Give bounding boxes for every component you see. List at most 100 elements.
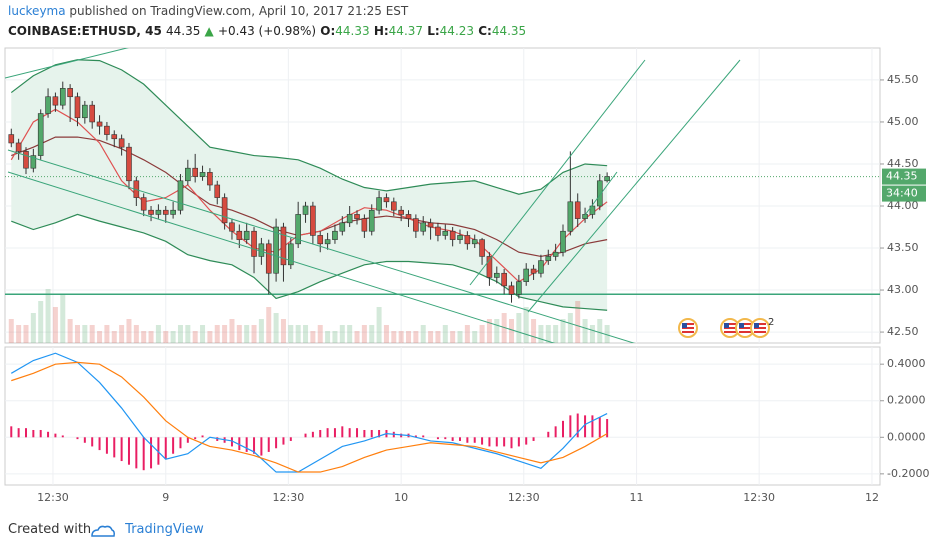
candle-body — [589, 205, 596, 215]
trendline[interactable] — [527, 59, 741, 313]
l-value: 44.23 — [439, 24, 475, 38]
flag[interactable] — [750, 318, 770, 338]
c-label: C: — [478, 24, 492, 38]
candle-body — [258, 243, 265, 257]
candle-body — [177, 180, 184, 211]
volume-bar — [23, 325, 29, 343]
symbol-line: COINBASE:ETHUSD, 45 44.35 ▲ +0.43 (+0.98… — [8, 24, 526, 38]
volume-bar — [16, 325, 22, 343]
volume-bar — [604, 325, 610, 343]
flag[interactable] — [735, 318, 755, 338]
trendline[interactable] — [7, 171, 560, 345]
volume-bar — [251, 325, 257, 343]
candle-body — [493, 272, 500, 278]
volume-bar — [494, 319, 500, 343]
y-tick-label: 44.50 — [887, 157, 919, 170]
volume-bar — [582, 319, 588, 343]
flag[interactable] — [678, 318, 698, 338]
candle-body — [45, 96, 51, 114]
trendline[interactable] — [469, 59, 646, 286]
countdown-box — [882, 185, 926, 202]
candle-body — [59, 88, 66, 106]
y-tick-label: -0.2000 — [887, 467, 929, 480]
candle-body — [457, 235, 463, 240]
candle-body — [265, 243, 272, 274]
volume-bar — [575, 301, 581, 343]
candle-body — [199, 172, 206, 177]
candle-body — [317, 235, 324, 245]
volume-bar — [354, 331, 360, 343]
volume-bar — [589, 325, 595, 343]
volume-bar — [236, 325, 242, 343]
candle-body — [449, 230, 456, 240]
macd-layer — [10, 352, 609, 473]
logo — [91, 525, 115, 537]
x-tick-label: 12 — [865, 491, 879, 504]
volume-bar — [457, 331, 463, 343]
candle-body — [140, 197, 147, 211]
symbol: COINBASE:ETHUSD, 45 — [8, 24, 162, 38]
volume-bar — [531, 319, 537, 343]
volume-bar — [266, 307, 272, 343]
y-tick-label: 43.00 — [887, 283, 919, 296]
candle-body — [23, 151, 29, 169]
volume-bar — [310, 331, 316, 343]
volume-bar — [398, 331, 404, 343]
candle-body — [596, 180, 603, 207]
volume-bar — [486, 319, 492, 343]
volume-bar — [295, 325, 301, 343]
volume-bar — [38, 301, 44, 343]
candle-body — [229, 222, 235, 232]
x-tick-label: 12:30 — [743, 491, 775, 504]
volume-bar — [45, 289, 51, 343]
volume-bar — [472, 331, 478, 343]
volume-bar — [553, 325, 559, 343]
arrow: ▲ — [204, 24, 214, 38]
candle-body — [442, 230, 449, 236]
h-label: H: — [373, 24, 389, 38]
volume-bar — [479, 325, 485, 343]
author[interactable]: luckeyma — [8, 4, 66, 18]
created-with: Created with — [8, 522, 92, 537]
candle-body — [185, 167, 191, 182]
candle-body — [170, 209, 176, 215]
volume-bar — [82, 325, 88, 343]
last-price-label: 44.35 — [886, 170, 918, 183]
candle-body — [464, 235, 471, 245]
candle-body — [37, 113, 44, 156]
volume-bar — [391, 331, 397, 343]
volume-bar — [222, 325, 228, 343]
trendline[interactable] — [7, 149, 640, 345]
volume-bar — [119, 325, 125, 343]
trendline[interactable] — [5, 46, 135, 79]
candle-body — [354, 214, 360, 219]
trendline[interactable] — [584, 171, 618, 216]
volume-bar — [413, 331, 419, 343]
candle-body — [302, 205, 309, 215]
volume-bar — [126, 319, 132, 343]
brand[interactable]: TradingView — [125, 522, 204, 537]
o-value: 44.33 — [335, 24, 370, 38]
chart: 2 12:30 9 12:30 10 12:30 11 12:30 12 42.50 43.00 4… — [4, 46, 929, 504]
candle-body — [413, 218, 419, 232]
volume-bar — [597, 319, 603, 343]
volume-bar — [406, 331, 412, 343]
overlay-line — [10, 59, 608, 195]
candle-body — [96, 121, 103, 127]
y-tick-label: 45.50 — [887, 73, 919, 86]
candle-body — [221, 197, 228, 224]
candle-body — [398, 209, 404, 215]
candle-body — [243, 230, 250, 240]
countdown-label: 34:40 — [886, 187, 918, 200]
volume-bar — [214, 325, 220, 343]
candle-body — [560, 230, 566, 253]
volume-bar — [192, 331, 198, 343]
last-price-box — [882, 168, 926, 185]
candle-body — [67, 88, 73, 98]
volume-bar — [244, 325, 250, 343]
candle-body — [236, 230, 243, 240]
x-tick-label: 11 — [630, 491, 644, 504]
footer: Created with TradingView — [8, 522, 204, 537]
volume-bar — [428, 331, 434, 343]
